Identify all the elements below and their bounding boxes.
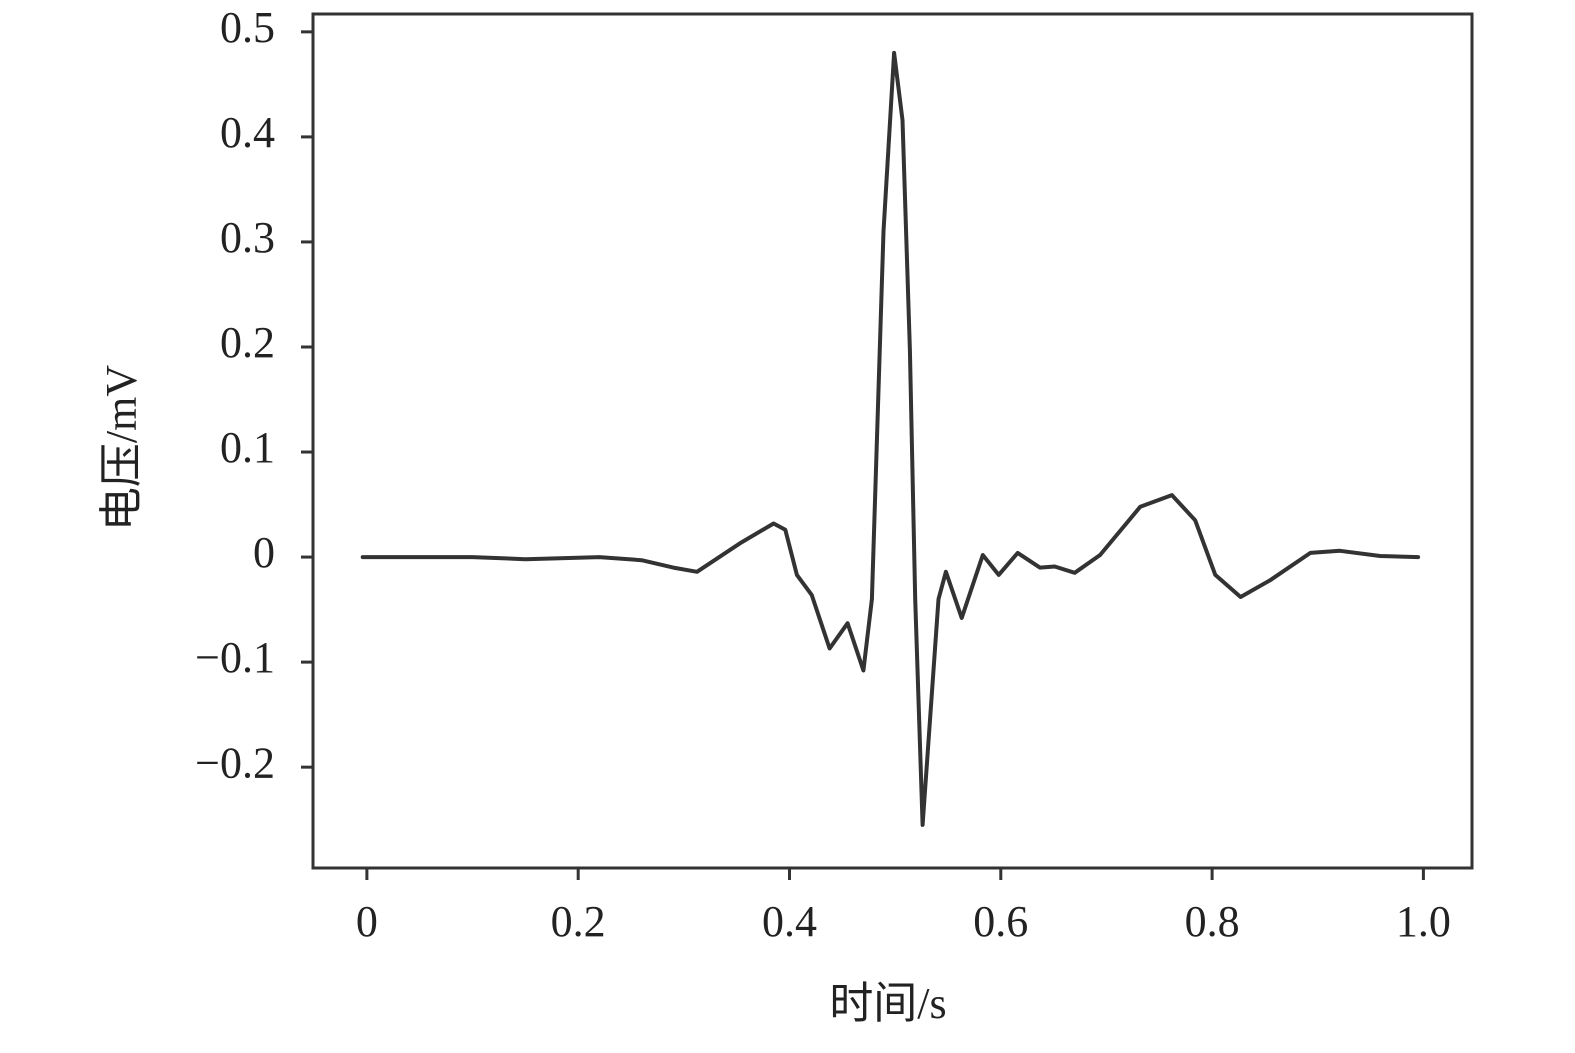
x-tick-label: 0 <box>356 897 378 946</box>
y-tick-label: 0.3 <box>220 213 275 262</box>
x-tick-label: 0.8 <box>1185 897 1240 946</box>
y-axis-label: 电压/mV <box>97 365 146 531</box>
y-tick-label: 0.4 <box>220 108 275 157</box>
y-tick-label: 0.2 <box>220 318 275 367</box>
y-tick-label: −0.2 <box>195 738 275 787</box>
y-tick-label: 0.1 <box>220 423 275 472</box>
x-tick-label: 0.4 <box>762 897 817 946</box>
x-tick-label: 0.6 <box>973 897 1028 946</box>
x-tick-label: 1.0 <box>1396 897 1451 946</box>
plot-frame <box>311 12 1474 870</box>
x-axis-label: 时间/s <box>829 979 946 1028</box>
line-series <box>360 50 1421 827</box>
y-tick-label: 0.5 <box>220 3 275 52</box>
x-tick-label: 0.2 <box>551 897 606 946</box>
y-tick-label: −0.1 <box>195 633 275 682</box>
y-tick-label: 0 <box>253 528 275 577</box>
